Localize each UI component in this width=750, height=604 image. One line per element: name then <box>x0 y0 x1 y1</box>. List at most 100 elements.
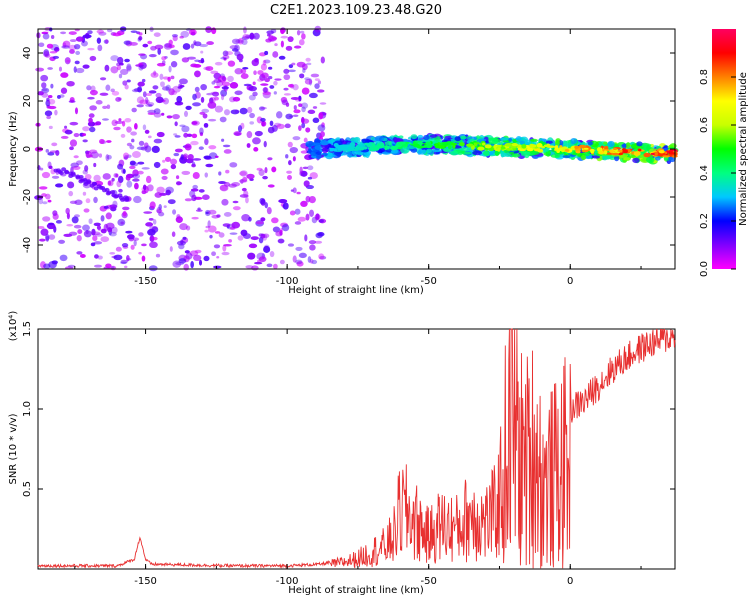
spectrogram-cell <box>342 144 350 148</box>
spectrogram-cell <box>239 170 248 177</box>
spectrogram-cell <box>231 48 239 52</box>
spectrogram-cell <box>199 43 208 48</box>
spectrogram-cell <box>125 175 131 181</box>
spectrogram-cell <box>106 140 112 143</box>
spectrogram-cell <box>646 144 651 152</box>
spectrogram-cell <box>51 175 60 179</box>
spectrogram-cell <box>250 236 259 241</box>
spectrogram-cell <box>145 99 150 105</box>
spectrogram-cell <box>178 78 188 85</box>
spectrogram-cell <box>162 159 166 163</box>
spectrogram-cell <box>288 69 296 73</box>
spectrogram-cell <box>371 143 376 147</box>
spectrogram-cell <box>155 253 161 258</box>
spectrogram-cell <box>37 91 44 96</box>
spectrogram-cell <box>232 200 239 204</box>
spectrogram-cell <box>73 66 77 73</box>
spectrogram-cell <box>60 87 68 94</box>
spectrogram-cell <box>120 261 127 265</box>
spectrogram-cell <box>529 144 537 148</box>
spectrogram-cell <box>147 102 155 107</box>
spectrogram-cell <box>170 164 177 170</box>
spectrogram-cell <box>467 136 478 141</box>
spectrogram-cell <box>263 245 271 253</box>
spectrogram-cell <box>643 152 651 158</box>
spectrogram-cell <box>170 49 179 56</box>
spectrogram-cell <box>73 224 82 229</box>
spectrogram-cell <box>355 145 360 149</box>
spectrogram-cell <box>92 231 101 236</box>
spectrogram-cell <box>257 78 264 82</box>
spectrogram-cell <box>119 68 129 75</box>
spectrogram-cell <box>138 36 143 41</box>
spectrogram-cell <box>301 87 310 95</box>
spectrogram-cell <box>223 243 232 247</box>
spectrogram-cell <box>65 207 70 215</box>
spectrogram-cell <box>113 254 123 261</box>
spectrogram-cell <box>264 77 270 83</box>
spectrogram-cell <box>221 86 229 90</box>
spectrogram-cell <box>395 144 400 148</box>
spectrogram-cell <box>154 44 164 50</box>
spectrogram-cell <box>93 222 101 227</box>
spectrogram-cell <box>287 36 294 43</box>
snr-series-line <box>37 328 676 569</box>
spectrogram-cell <box>147 135 152 139</box>
spectrogram-cell <box>243 26 247 34</box>
spectrogram-cell <box>42 33 50 40</box>
spectrogram-cell <box>37 225 45 229</box>
spectrogram-cell <box>172 209 177 215</box>
spectrogram-cell <box>391 149 399 154</box>
spectrogram-cell <box>472 150 483 156</box>
spectrogram-cell <box>267 157 273 161</box>
spectrogram-cell <box>93 162 97 168</box>
spectrogram-cell <box>49 51 58 54</box>
spectrogram-cell <box>591 155 600 159</box>
spectrogram-cell <box>184 143 192 151</box>
spectrogram-cell <box>164 156 172 162</box>
spectrogram-cell <box>293 109 301 114</box>
spectrogram-cell <box>100 215 105 222</box>
spectrogram-cell <box>520 151 526 157</box>
spectrogram-cell <box>307 256 312 263</box>
spectrogram-cell <box>106 28 113 33</box>
spectrogram-cell <box>213 78 222 84</box>
spectrogram-cell <box>64 129 73 135</box>
spectrogram-cell <box>429 134 437 138</box>
spectrogram-cell <box>136 104 144 108</box>
spectrogram-cell <box>49 27 53 32</box>
spectrogram-cell <box>400 147 410 154</box>
spectrogram-cell <box>103 205 109 209</box>
spectrogram-cell <box>302 166 309 170</box>
spectrogram-cell <box>161 175 168 181</box>
spectrogram-cell <box>110 88 115 93</box>
spectrogram-cell <box>61 167 67 172</box>
spectrogram-cell <box>632 157 640 164</box>
spectrogram-cell <box>141 255 146 262</box>
spectrogram-cell <box>67 181 75 189</box>
spectrogram-cell <box>303 180 310 187</box>
spectrogram-cell <box>603 141 608 145</box>
spectrogram-cell <box>82 224 90 231</box>
spectrogram-cell <box>292 84 299 91</box>
spectrogram-cell <box>238 179 248 183</box>
spectrogram-cell <box>229 162 238 168</box>
spectrogram-cell <box>298 125 302 132</box>
spectrogram-cell <box>242 176 248 183</box>
spectrogram-cell <box>477 138 487 142</box>
spectrogram-cell <box>191 121 198 125</box>
spectrogram-cell <box>578 144 587 149</box>
spectrogram-cell <box>60 31 67 35</box>
spectrogram-cell <box>117 218 126 227</box>
spectrogram-cell <box>299 166 303 174</box>
spectrogram-cell <box>87 47 95 51</box>
spectrogram-cell <box>55 183 64 188</box>
spectrogram-cell <box>124 265 128 269</box>
spectrogram-cell <box>105 212 112 220</box>
spectrogram-cell <box>260 83 269 86</box>
spectrogram-cell <box>511 143 518 147</box>
spectrogram-cell <box>222 50 229 57</box>
spectrogram-cell <box>96 37 102 44</box>
spectrogram-cell <box>276 123 285 130</box>
spectrogram-cell <box>229 82 239 89</box>
